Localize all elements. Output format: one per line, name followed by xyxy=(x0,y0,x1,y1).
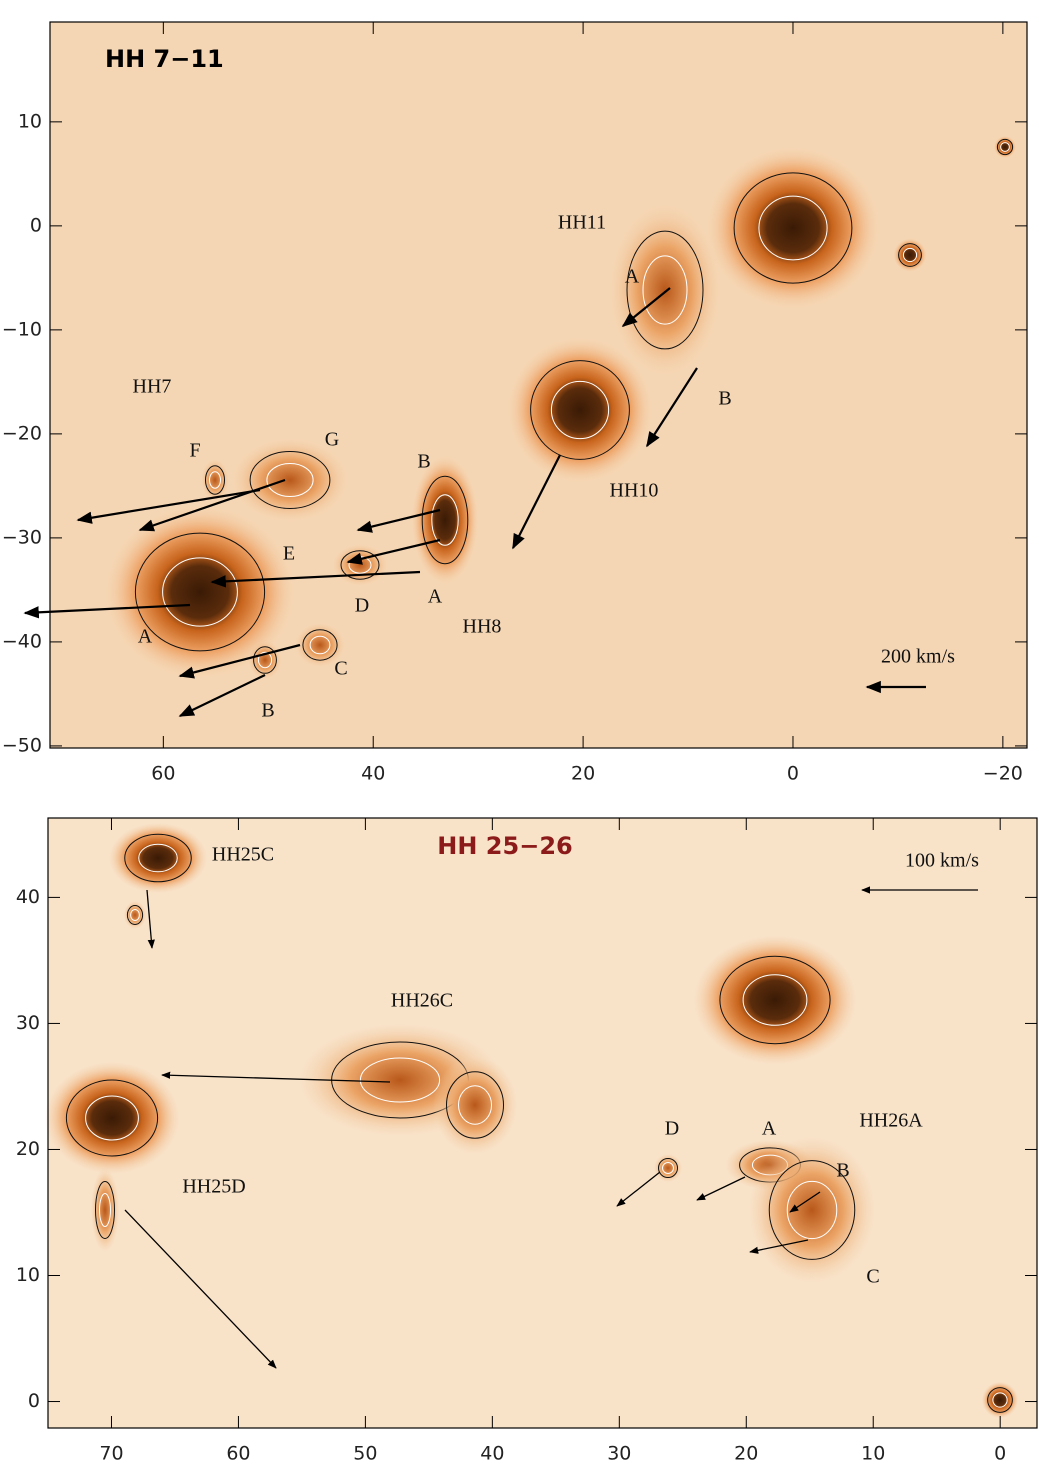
annotation: HH26A xyxy=(859,1110,923,1132)
y-tick-label: 30 xyxy=(16,1012,40,1034)
y-tick-label: 10 xyxy=(18,110,42,132)
emission-knot xyxy=(706,147,880,309)
annotation: B xyxy=(261,700,274,722)
annotation: B xyxy=(417,451,430,473)
annotation: A xyxy=(428,586,443,608)
x-tick-label: 50 xyxy=(353,1443,377,1464)
annotation: B xyxy=(836,1160,849,1182)
annotation: A xyxy=(138,626,153,648)
emission-knot xyxy=(231,438,349,522)
annotation: HH8 xyxy=(463,616,502,638)
y-tick-label: −10 xyxy=(2,318,42,340)
annotation: A xyxy=(762,1118,777,1140)
y-tick-label: 0 xyxy=(28,1390,40,1412)
annotation: HH26C xyxy=(391,990,453,1012)
emission-knot xyxy=(694,936,856,1065)
annotation: D xyxy=(355,595,369,617)
y-tick-label: 10 xyxy=(16,1264,40,1286)
x-tick-label: −20 xyxy=(983,763,1023,785)
y-tick-label: −40 xyxy=(2,630,42,652)
annotation: HH7 xyxy=(133,376,172,398)
figure: 60 40 20 0 −20 10 0 −10 −20 −30 −40 −50 HH 7−11 HH11 A… xyxy=(0,0,1039,1464)
x-tick-label: 40 xyxy=(361,763,385,785)
panel-title: HH 25−26 xyxy=(437,832,572,860)
annotation: D xyxy=(665,1118,679,1140)
annotation: A xyxy=(625,266,640,288)
annotation: C xyxy=(334,658,347,680)
x-tick-label: 60 xyxy=(226,1443,250,1464)
x-tick-label: 0 xyxy=(787,763,799,785)
y-tick-label: −30 xyxy=(2,526,42,548)
annotation: HH11 xyxy=(558,212,606,234)
emission-knot xyxy=(109,823,207,893)
x-tick-label: 40 xyxy=(480,1443,504,1464)
annotation: G xyxy=(325,429,339,451)
y-tick-label: 0 xyxy=(30,214,42,236)
y-tick-label: 20 xyxy=(16,1138,40,1160)
x-tick-label: 0 xyxy=(994,1443,1006,1464)
annotation: HH10 xyxy=(610,480,659,502)
x-tick-label: 20 xyxy=(571,763,595,785)
annotation: 200 km/s xyxy=(881,646,955,668)
annotation: C xyxy=(866,1266,879,1288)
emission-knot xyxy=(45,1062,179,1174)
y-tick-label: −50 xyxy=(2,734,42,756)
annotation: HH25D xyxy=(182,1176,245,1198)
emission-knot xyxy=(749,1137,875,1283)
x-tick-label: 30 xyxy=(607,1443,631,1464)
x-tick-label: 20 xyxy=(734,1443,758,1464)
emission-knot xyxy=(433,1056,517,1154)
emission-knot xyxy=(411,456,478,585)
annotation: E xyxy=(283,543,295,565)
x-tick-label: 60 xyxy=(151,763,175,785)
page: 60 40 20 0 −20 10 0 −10 −20 −30 −40 −50 HH 7−11 HH11 A… xyxy=(0,0,1039,1464)
annotation: B xyxy=(718,388,731,410)
emission-knot xyxy=(609,203,721,377)
emission-knot xyxy=(507,337,653,483)
annotation: 100 km/s xyxy=(905,850,979,872)
y-tick-label: 40 xyxy=(16,886,40,908)
x-tick-label: 10 xyxy=(861,1443,885,1464)
x-tick-label: 70 xyxy=(99,1443,123,1464)
annotation: F xyxy=(189,440,200,462)
annotation: HH25C xyxy=(212,844,274,866)
y-tick-label: −20 xyxy=(2,422,42,444)
panel-title: HH 7−11 xyxy=(105,45,224,73)
